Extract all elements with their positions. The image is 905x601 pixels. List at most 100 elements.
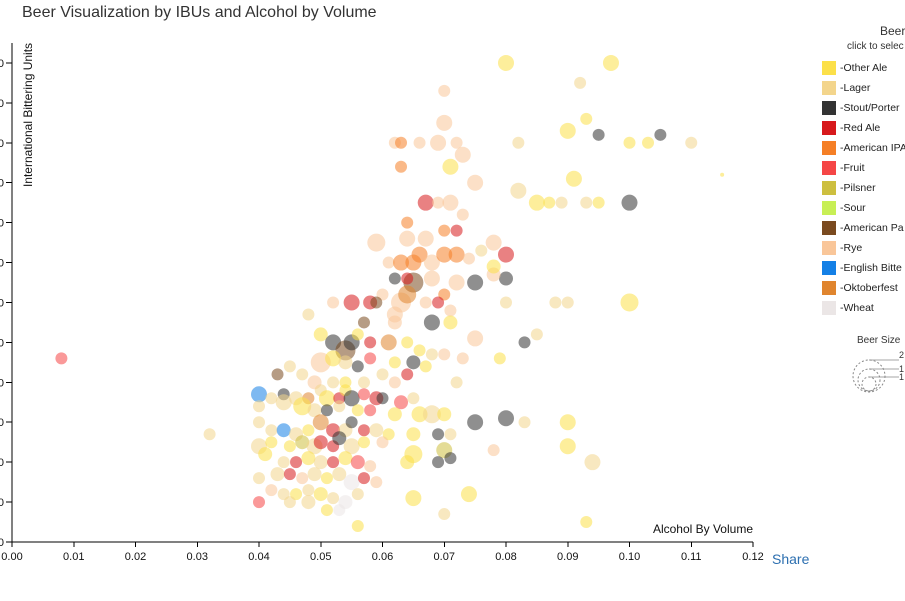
beer-point[interactable] [364, 460, 377, 473]
beer-point[interactable] [313, 435, 328, 450]
beer-point[interactable] [448, 274, 465, 291]
beer-point[interactable] [437, 407, 452, 422]
beer-point[interactable] [357, 472, 370, 485]
beer-point[interactable] [283, 440, 296, 453]
beer-point[interactable] [327, 376, 340, 389]
beer-point[interactable] [401, 216, 414, 229]
beer-point[interactable] [425, 348, 438, 361]
beer-point[interactable] [549, 296, 562, 309]
beer-point[interactable] [332, 431, 347, 446]
beer-point[interactable] [265, 392, 278, 405]
beer-point[interactable] [467, 330, 484, 347]
beer-point[interactable] [486, 259, 501, 274]
beer-point[interactable] [510, 182, 527, 199]
beer-point[interactable] [498, 246, 514, 263]
beer-point[interactable] [436, 246, 453, 263]
beer-point[interactable] [444, 428, 457, 441]
beer-point[interactable] [370, 476, 383, 489]
beer-point[interactable] [620, 293, 639, 312]
beer-point[interactable] [443, 315, 458, 330]
beer-point[interactable] [325, 350, 342, 367]
beer-point[interactable] [584, 454, 601, 471]
beer-point[interactable] [413, 344, 426, 357]
legend-item[interactable]: -American Pa [822, 218, 905, 238]
legend-item[interactable]: -Wheat [822, 298, 905, 318]
beer-point[interactable] [345, 416, 358, 429]
beer-point[interactable] [382, 256, 395, 269]
beer-point[interactable] [444, 304, 457, 317]
beer-point[interactable] [369, 423, 384, 438]
beer-point[interactable] [343, 438, 360, 455]
beer-point[interactable] [283, 468, 296, 481]
beer-point[interactable] [376, 368, 389, 381]
beer-point[interactable] [417, 194, 434, 211]
beer-point[interactable] [555, 196, 568, 209]
legend-item[interactable]: -Stout/Porter [822, 98, 905, 118]
beer-point[interactable] [388, 376, 401, 389]
beer-point[interactable] [332, 467, 347, 482]
beer-point[interactable] [301, 495, 316, 510]
beer-point[interactable] [407, 392, 420, 405]
beer-point[interactable] [393, 254, 410, 271]
beer-point[interactable] [448, 246, 465, 263]
legend-item[interactable]: -American IPA [822, 138, 905, 158]
beer-point[interactable] [394, 395, 409, 410]
beer-point[interactable] [203, 428, 216, 441]
beer-point[interactable] [380, 334, 397, 351]
beer-point[interactable] [327, 492, 340, 505]
beer-point[interactable] [450, 136, 463, 149]
legend-item[interactable]: -Pilsner [822, 178, 905, 198]
beer-point[interactable] [343, 294, 360, 311]
beer-point[interactable] [251, 386, 267, 403]
beer-point[interactable] [399, 230, 416, 247]
beer-point[interactable] [430, 134, 447, 151]
beer-point[interactable] [313, 455, 328, 470]
beer-point[interactable] [432, 196, 445, 209]
beer-point[interactable] [357, 424, 370, 437]
beer-point[interactable] [265, 484, 278, 497]
beer-point[interactable] [580, 112, 593, 125]
beer-point[interactable] [423, 270, 440, 287]
beer-point[interactable] [475, 244, 488, 257]
beer-point[interactable] [623, 136, 636, 149]
beer-point[interactable] [432, 428, 445, 441]
beer-point[interactable] [271, 368, 284, 381]
beer-point[interactable] [559, 414, 576, 431]
beer-point[interactable] [313, 487, 328, 502]
legend-item[interactable]: -Oktoberfest [822, 278, 905, 298]
beer-point[interactable] [401, 368, 414, 381]
beer-point[interactable] [367, 233, 386, 252]
beer-point[interactable] [270, 467, 285, 482]
beer-point[interactable] [406, 355, 421, 370]
beer-point[interactable] [327, 296, 340, 309]
beer-point[interactable] [559, 438, 576, 455]
beer-point[interactable] [419, 296, 432, 309]
beer-point[interactable] [438, 508, 451, 521]
legend-item[interactable]: -Red Ale [822, 118, 905, 138]
beer-point[interactable] [351, 404, 364, 417]
beer-point[interactable] [456, 352, 469, 365]
beer-point[interactable] [438, 84, 451, 97]
beer-point[interactable] [338, 355, 353, 370]
beer-point[interactable] [498, 54, 514, 71]
beer-point[interactable] [265, 436, 278, 449]
beer-point[interactable] [565, 170, 582, 187]
beer-point[interactable] [277, 456, 290, 469]
beer-point[interactable] [559, 122, 576, 139]
beer-point[interactable] [423, 254, 440, 271]
beer-point[interactable] [460, 486, 477, 503]
beer-point[interactable] [276, 423, 291, 438]
beer-point[interactable] [592, 128, 605, 141]
beer-point[interactable] [351, 488, 364, 501]
beer-point[interactable] [528, 194, 545, 211]
beer-point[interactable] [401, 272, 414, 285]
beer-point[interactable] [642, 136, 655, 149]
beer-point[interactable] [405, 490, 422, 507]
beer-point[interactable] [498, 410, 514, 427]
beer-point[interactable] [417, 230, 434, 247]
beer-point[interactable] [327, 456, 340, 469]
beer-point[interactable] [343, 390, 360, 407]
beer-point[interactable] [295, 435, 310, 450]
beer-point[interactable] [401, 336, 414, 349]
beer-point[interactable] [302, 484, 315, 497]
